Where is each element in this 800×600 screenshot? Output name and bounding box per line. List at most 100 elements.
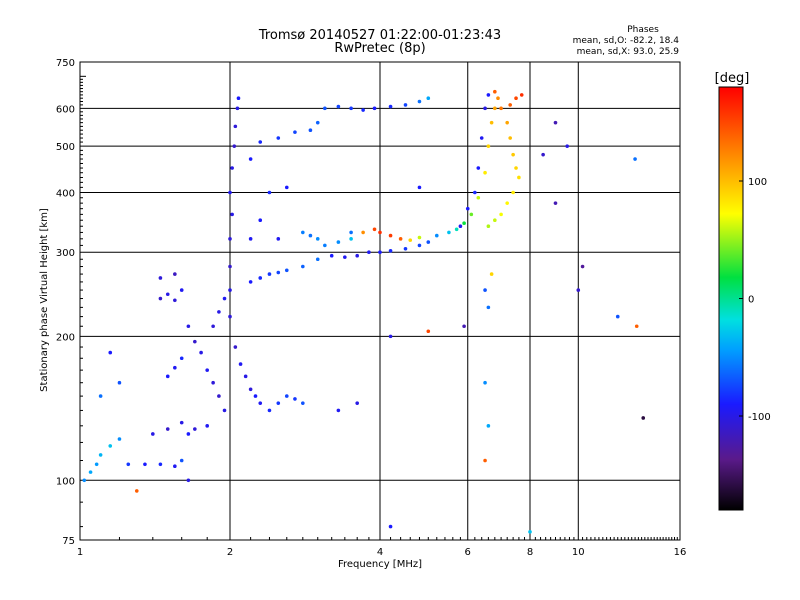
data-point bbox=[222, 296, 227, 301]
y-axis-ticks: 75 100 200 300 400 500 600 750 bbox=[56, 58, 86, 547]
data-point bbox=[315, 257, 320, 262]
data-point bbox=[349, 237, 353, 241]
data-point bbox=[403, 246, 408, 251]
data-point bbox=[505, 120, 509, 125]
data-point bbox=[165, 427, 170, 431]
colorbar-ticks: 100 0 -100 bbox=[739, 177, 771, 423]
data-point bbox=[258, 140, 263, 144]
data-point bbox=[486, 144, 491, 148]
data-point bbox=[233, 124, 238, 129]
data-point bbox=[469, 212, 474, 217]
data-point bbox=[493, 106, 497, 111]
data-point bbox=[108, 350, 113, 355]
data-point bbox=[336, 104, 341, 109]
data-point bbox=[434, 233, 439, 238]
data-point bbox=[179, 288, 184, 292]
data-point bbox=[94, 462, 99, 467]
data-point bbox=[253, 394, 258, 398]
data-point bbox=[408, 238, 413, 242]
x-tick-label: 1 bbox=[77, 547, 83, 558]
data-point bbox=[228, 288, 232, 292]
data-point bbox=[493, 89, 497, 94]
x-tick-label: 10 bbox=[572, 547, 585, 558]
x-tick-label: 6 bbox=[465, 547, 471, 558]
data-point bbox=[329, 253, 334, 258]
data-point bbox=[454, 227, 459, 232]
data-point bbox=[211, 380, 215, 385]
data-point bbox=[388, 233, 393, 238]
data-point bbox=[511, 152, 515, 157]
data-point bbox=[243, 374, 248, 379]
data-point bbox=[267, 272, 272, 276]
data-point bbox=[179, 356, 184, 361]
y-tick-label: 300 bbox=[56, 248, 75, 259]
data-point bbox=[315, 237, 320, 241]
data-point bbox=[426, 329, 431, 334]
data-point bbox=[276, 270, 281, 275]
data-point bbox=[117, 380, 122, 385]
data-point bbox=[211, 324, 215, 329]
data-point bbox=[641, 416, 646, 420]
data-point bbox=[293, 397, 297, 401]
data-point bbox=[528, 530, 532, 534]
data-point bbox=[462, 324, 466, 329]
y-tick-label: 100 bbox=[56, 476, 75, 487]
data-point bbox=[565, 144, 569, 148]
data-point bbox=[519, 93, 524, 97]
data-point bbox=[284, 394, 289, 398]
data-point bbox=[514, 96, 518, 100]
data-points bbox=[82, 89, 646, 534]
data-point bbox=[179, 420, 184, 425]
data-point bbox=[248, 280, 253, 284]
data-point bbox=[417, 235, 422, 240]
data-point bbox=[462, 221, 466, 226]
data-point bbox=[228, 314, 232, 319]
colorbar-tick-label: -100 bbox=[748, 412, 771, 423]
data-point bbox=[308, 233, 313, 238]
data-point bbox=[301, 401, 305, 405]
data-point bbox=[158, 276, 163, 280]
data-point bbox=[486, 305, 491, 310]
data-point bbox=[355, 401, 359, 405]
data-point bbox=[493, 218, 497, 223]
data-point bbox=[248, 387, 253, 392]
x-tick-label: 16 bbox=[674, 547, 687, 558]
data-point bbox=[301, 230, 305, 235]
data-point bbox=[511, 190, 515, 195]
data-point bbox=[479, 136, 484, 140]
data-point bbox=[447, 230, 451, 235]
data-point bbox=[553, 201, 558, 205]
data-point bbox=[372, 106, 377, 111]
data-point bbox=[505, 201, 509, 205]
data-point bbox=[233, 345, 238, 349]
x-tick-label: 2 bbox=[227, 547, 233, 558]
data-point bbox=[258, 218, 263, 223]
data-point bbox=[222, 408, 227, 413]
data-point bbox=[483, 458, 487, 463]
data-point bbox=[336, 408, 341, 413]
data-point bbox=[258, 401, 263, 405]
data-point bbox=[541, 152, 545, 157]
data-point bbox=[483, 106, 487, 111]
y-tick-label: 400 bbox=[56, 188, 75, 199]
data-point bbox=[553, 120, 558, 125]
data-point bbox=[248, 237, 253, 241]
y-tick-label: 75 bbox=[62, 536, 75, 547]
data-point bbox=[489, 272, 494, 276]
data-point bbox=[230, 166, 234, 170]
data-point bbox=[388, 334, 393, 339]
y-tick-label: 500 bbox=[56, 142, 75, 153]
data-point bbox=[486, 224, 491, 229]
x-axis-ticks: 1 2 4 6 8 10 16 bbox=[77, 537, 687, 558]
data-point bbox=[336, 240, 341, 244]
data-point bbox=[284, 268, 289, 273]
data-point bbox=[361, 108, 365, 112]
chart-subtitle: RwPretec (8p) bbox=[334, 41, 425, 56]
stats-heading: Phases bbox=[627, 25, 659, 35]
data-point bbox=[476, 166, 481, 170]
data-point bbox=[483, 288, 487, 292]
data-point bbox=[514, 166, 518, 170]
data-point bbox=[98, 453, 103, 457]
data-point bbox=[82, 478, 87, 483]
